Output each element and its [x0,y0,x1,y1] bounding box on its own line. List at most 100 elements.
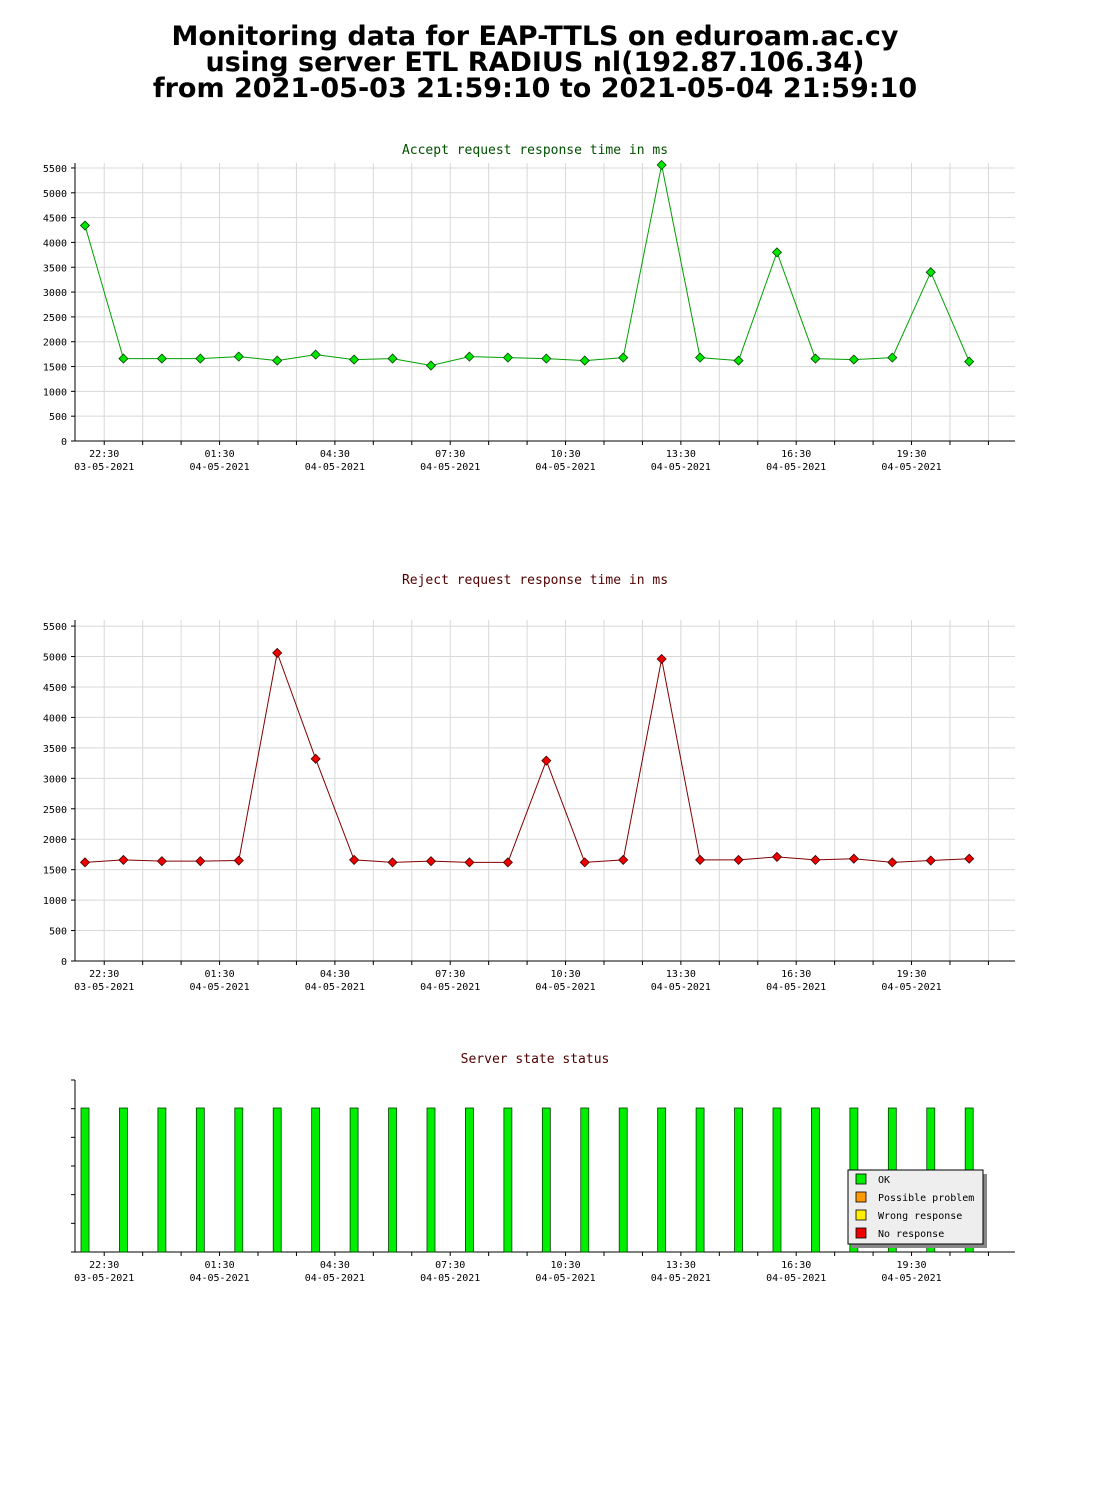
reject-y-tick-label: 4000 [43,713,67,724]
accept-response-chart: Accept request response time in ms 0 500 1… [43,143,1015,473]
accept-y-tick-label: 2500 [43,313,67,324]
reject-y-tick-label: 5000 [43,653,67,664]
accept-data-point [541,353,552,364]
accept-data-point [887,352,898,363]
status-bar [772,1107,782,1253]
accept-data-point [349,354,360,365]
legend-swatch [855,1227,867,1239]
reject-data-point [925,855,936,866]
reject-data-point [810,854,821,865]
reject-x-tick-date: 04-05-2021 [651,982,711,993]
reject-data-point [887,857,898,868]
accept-data-point [733,355,744,366]
legend-swatch [855,1173,867,1185]
status-bar [695,1107,705,1253]
accept-x-tick-time: 01:30 [204,449,234,460]
accept-y-tick-label: 3500 [43,263,67,274]
reject-data-point [349,854,360,865]
accept-x-tick-date: 04-05-2021 [766,462,826,473]
accept-x-tick-date: 04-05-2021 [535,462,595,473]
reject-data-point [541,755,552,766]
accept-x-tick-date: 03-05-2021 [74,462,134,473]
reject-y-ticks: 0 500 1000 1500 2000 2500 3000 3500 4000 4500 5000… [43,622,75,968]
reject-x-tick-time: 16:30 [781,969,811,980]
accept-data-point [195,353,206,364]
reject-chart-title: Reject request response time in ms [402,573,668,588]
reject-x-tick-date: 04-05-2021 [189,982,249,993]
reject-data-point [425,856,437,867]
reject-y-tick-label: 4500 [43,683,67,694]
accept-data-point [656,159,667,171]
status-bar [157,1107,167,1253]
reject-data-point [79,857,91,868]
reject-y-tick-label: 3000 [43,774,67,785]
status-bar [234,1107,244,1253]
accept-x-tick-time: 07:30 [435,449,465,460]
status-x-tick-time: 16:30 [781,1260,811,1271]
status-x-ticks: 22:30 03-05-2021 01:30 04-05-2021 04:30 04-05… [74,1252,989,1284]
status-x-tick-date: 04-05-2021 [535,1273,595,1284]
reject-x-tick-time: 22:30 [89,969,119,980]
accept-x-tick-time: 22:30 [89,449,119,460]
accept-chart-title: Accept request response time in ms [402,143,668,158]
status-bar [349,1107,359,1253]
status-bar [465,1107,474,1253]
legend-label: Wrong response [878,1211,962,1222]
accept-y-tick-label: 500 [49,412,67,423]
reject-x-tick-date: 04-05-2021 [305,982,365,993]
accept-data-point [118,353,129,364]
accept-y-tick-label: 4500 [43,214,67,225]
accept-data-point [79,220,91,231]
reject-data-point [272,647,283,658]
reject-data-point [310,753,321,764]
accept-data-point [964,356,975,367]
status-bar [195,1107,205,1253]
status-legend: OK Possible problem Wrong response No respo… [847,1169,987,1248]
server-status-chart: Server state status 22:30 03-05-2021 01:30… [71,1052,1015,1284]
status-bar [80,1107,90,1253]
reject-data-point [618,854,629,865]
reject-x-tick-time: 10:30 [550,969,580,980]
reject-x-tick-date: 04-05-2021 [766,982,826,993]
accept-data-point [156,353,167,364]
accept-data-point [618,352,629,363]
accept-data-point [925,267,936,278]
reject-data-point [771,851,783,862]
status-x-tick-time: 07:30 [435,1260,465,1271]
reject-series-line [84,650,970,863]
status-bar [311,1107,321,1253]
accept-data-point [387,353,398,364]
reject-y-tick-label: 500 [49,927,67,938]
accept-x-tick-time: 16:30 [781,449,811,460]
status-x-tick-date: 04-05-2021 [766,1273,826,1284]
status-x-tick-time: 22:30 [89,1260,119,1271]
accept-y-tick-label: 0 [61,437,67,448]
accept-data-point [771,247,783,258]
status-chart-title: Server state status [461,1052,610,1067]
reject-data-point [656,653,667,665]
reject-data-point [464,857,475,868]
status-bar [503,1107,513,1253]
reject-x-ticks: 22:30 03-05-2021 01:30 04-05-2021 04:30 04-05… [74,961,989,993]
accept-x-tick-time: 04:30 [320,449,350,460]
accept-x-tick-date: 04-05-2021 [189,462,249,473]
accept-data-point [425,360,437,371]
reject-data-point [964,853,975,864]
reject-series [79,647,975,868]
reject-data-point [195,856,206,867]
accept-x-tick-time: 13:30 [666,449,696,460]
reject-grid [75,620,1015,961]
reject-x-tick-date: 04-05-2021 [881,982,941,993]
accept-x-ticks: 22:30 03-05-2021 01:30 04-05-2021 04:30 04-05… [74,441,989,473]
reject-x-tick-time: 07:30 [435,969,465,980]
legend-label: OK [878,1175,890,1186]
status-bar [811,1107,820,1253]
accept-y-tick-label: 5000 [43,189,67,200]
accept-series-line [84,164,970,367]
status-x-tick-time: 19:30 [896,1260,926,1271]
status-x-tick-date: 03-05-2021 [74,1273,134,1284]
accept-data-point [695,352,706,363]
reject-data-point [118,854,129,865]
reject-data-point [579,857,590,868]
